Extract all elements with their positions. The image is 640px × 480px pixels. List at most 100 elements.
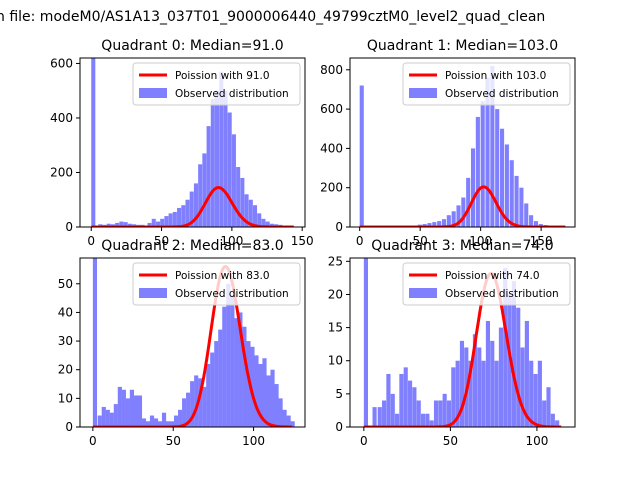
histogram-bar bbox=[223, 90, 228, 227]
histogram-bar bbox=[210, 98, 215, 227]
histogram-bar bbox=[437, 221, 442, 227]
histogram-bar bbox=[121, 389, 126, 427]
histogram-bar bbox=[451, 211, 456, 227]
histogram-bar bbox=[202, 386, 207, 427]
histogram-bar bbox=[290, 421, 295, 427]
histogram-bar bbox=[438, 400, 443, 427]
histogram-bar bbox=[165, 421, 171, 427]
y-tick-label: 800 bbox=[320, 63, 343, 77]
histogram-bar bbox=[240, 177, 245, 227]
histogram-bar bbox=[555, 420, 560, 427]
histogram-bar bbox=[231, 134, 236, 227]
histogram-bar bbox=[215, 90, 220, 227]
histogram-bar bbox=[123, 222, 128, 227]
histogram-bar bbox=[246, 341, 251, 427]
histogram-bar bbox=[420, 413, 426, 427]
histogram-bar bbox=[105, 409, 110, 427]
histogram-bar bbox=[546, 387, 551, 427]
y-tick-label: 10 bbox=[328, 354, 343, 368]
histogram-bar bbox=[519, 187, 524, 227]
subplot-title: Quadrant 3: Median=74.0 bbox=[371, 238, 553, 254]
histogram-bar bbox=[412, 387, 417, 427]
legend-label-observed: Observed distribution bbox=[175, 88, 289, 100]
histogram-bar bbox=[117, 386, 122, 427]
histogram-bar bbox=[149, 415, 155, 427]
y-tick-label: 15 bbox=[328, 321, 343, 335]
histogram-bar bbox=[511, 281, 516, 427]
y-tick-label: 0 bbox=[335, 420, 343, 434]
histogram-bar bbox=[254, 355, 259, 427]
histogram-bar bbox=[432, 222, 437, 227]
poisson-curve bbox=[363, 272, 562, 427]
histogram-bar bbox=[480, 101, 485, 227]
histogram-bar bbox=[533, 373, 538, 427]
histogram-bar bbox=[182, 398, 187, 427]
histogram-bar bbox=[219, 71, 224, 227]
histogram-bar bbox=[218, 329, 223, 427]
axes-frame bbox=[79, 57, 306, 228]
y-tick-label: 200 bbox=[320, 181, 343, 195]
histogram-bar bbox=[141, 418, 147, 427]
legend-label-observed: Observed distribution bbox=[445, 288, 559, 300]
histogram-bar bbox=[91, 58, 96, 227]
legend-label-observed: Observed distribution bbox=[445, 88, 559, 100]
y-tick-label: 40 bbox=[58, 305, 73, 319]
histogram-bar bbox=[542, 400, 547, 427]
x-tick-label: 0 bbox=[89, 434, 97, 448]
histogram-bar bbox=[425, 413, 430, 427]
histogram-bar bbox=[537, 360, 542, 427]
histogram-bar bbox=[119, 221, 124, 227]
histogram-bar bbox=[222, 306, 227, 427]
x-tick-label: 100 bbox=[469, 234, 492, 248]
histogram-bar bbox=[446, 215, 451, 227]
x-tick-label: 50 bbox=[166, 434, 181, 448]
legend-box bbox=[132, 262, 301, 306]
y-tick-label: 10 bbox=[58, 391, 73, 405]
histogram-bar bbox=[485, 320, 491, 427]
histogram-bar bbox=[286, 415, 291, 427]
histogram-bar bbox=[274, 384, 279, 427]
histogram-bar bbox=[262, 358, 267, 427]
histogram-bar bbox=[490, 340, 495, 427]
x-tick-label: 100 bbox=[220, 234, 243, 248]
histogram-bar bbox=[433, 400, 439, 427]
plot-area bbox=[92, 258, 295, 427]
histogram-bar bbox=[214, 341, 219, 427]
histogram-bar bbox=[258, 363, 263, 427]
histogram-bar bbox=[455, 360, 460, 427]
histogram-bar bbox=[269, 223, 274, 227]
legend-label-poisson: Poission with 91.0 bbox=[175, 70, 270, 82]
y-tick-label: 25 bbox=[328, 254, 343, 268]
figure-suptitle: n file: modeM0/AS1A13_037T01_9000006440_… bbox=[0, 9, 545, 25]
histogram-bar bbox=[451, 367, 456, 427]
histogram-bar bbox=[190, 381, 195, 427]
histogram-bar bbox=[416, 400, 421, 427]
histogram-bar bbox=[234, 318, 239, 427]
histogram-bar bbox=[500, 128, 505, 227]
histogram-bar bbox=[101, 406, 106, 427]
histogram-bar bbox=[250, 346, 255, 427]
histogram-bar bbox=[174, 415, 179, 427]
histogram-bar bbox=[395, 413, 400, 427]
histogram-bar bbox=[359, 85, 364, 227]
subplot-title: Quadrant 1: Median=103.0 bbox=[367, 38, 558, 54]
x-tick-label: 0 bbox=[356, 234, 364, 248]
y-tick-label: 600 bbox=[50, 56, 73, 70]
histogram-bar bbox=[446, 400, 452, 427]
subplot-quadrant-3: 0 50 100 0 5 10 15 20 25 Quadrant 3: Median=74.0 P… bbox=[328, 238, 576, 448]
histogram-bar bbox=[168, 213, 173, 227]
histogram-bar bbox=[550, 413, 555, 427]
histogram-bar bbox=[189, 191, 194, 227]
histogram-bar bbox=[194, 375, 199, 427]
histogram-bar bbox=[504, 144, 509, 227]
histogram-bar bbox=[97, 415, 102, 427]
histogram-bar bbox=[477, 347, 482, 427]
legend-label-poisson: Poission with 103.0 bbox=[445, 70, 546, 82]
histogram-bar bbox=[494, 360, 499, 427]
axes-frame bbox=[349, 57, 576, 228]
histogram-bar bbox=[456, 205, 461, 227]
histogram-bar bbox=[495, 109, 500, 227]
histogram-bar bbox=[145, 421, 151, 427]
histogram-bar bbox=[178, 409, 183, 427]
poisson-curve bbox=[92, 265, 293, 427]
